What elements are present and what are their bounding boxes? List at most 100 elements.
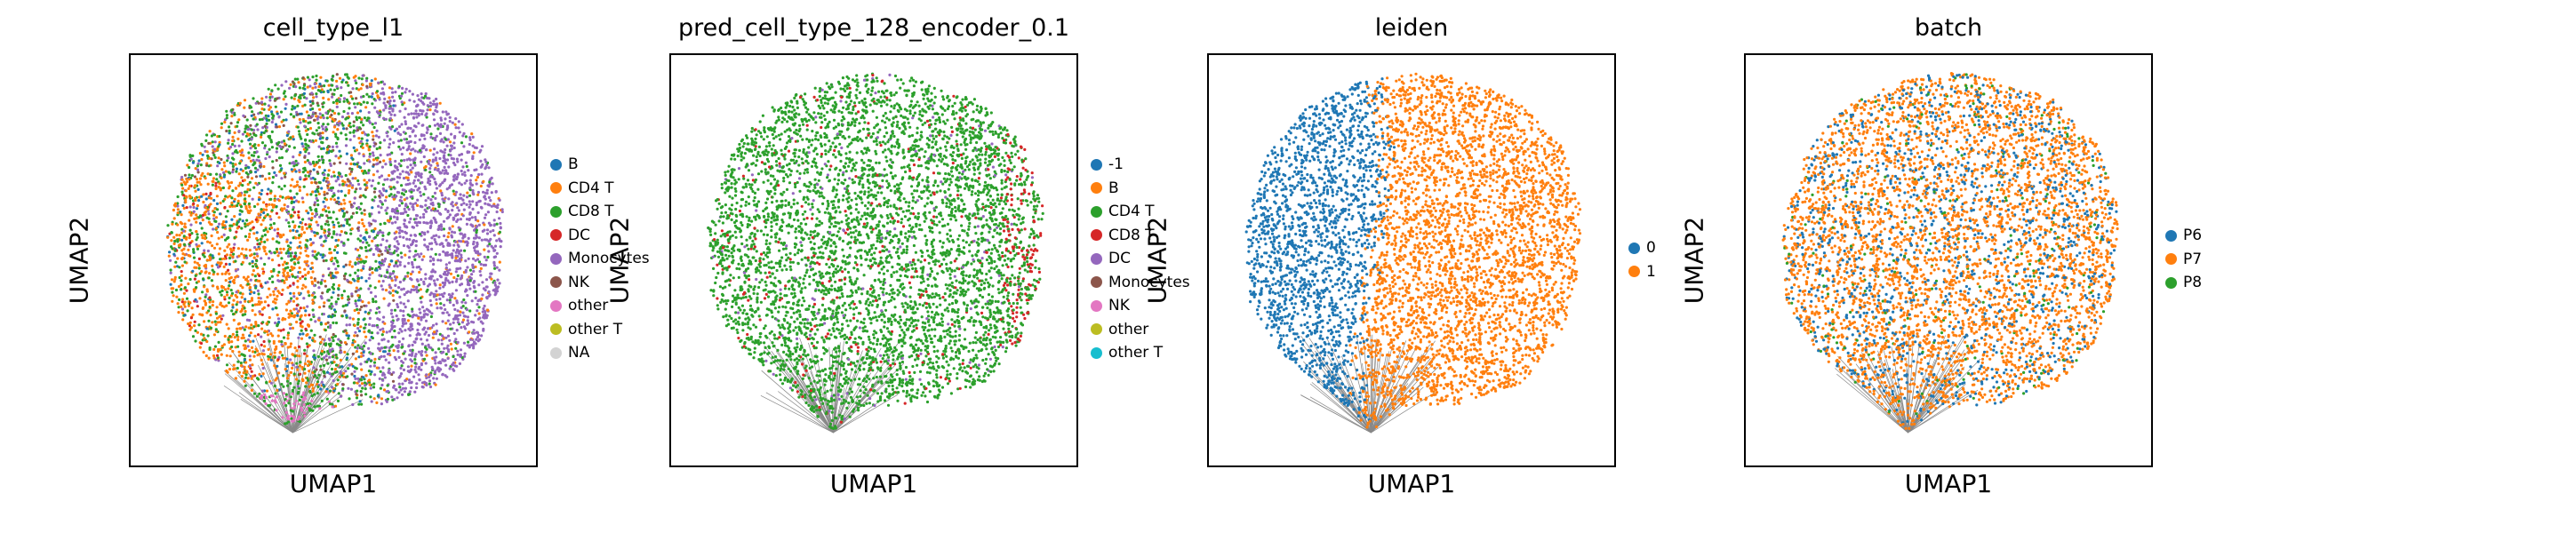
data-point — [240, 353, 244, 356]
data-point — [435, 97, 438, 101]
data-point — [353, 163, 357, 166]
data-point — [436, 209, 439, 213]
data-point — [230, 156, 235, 160]
data-point — [412, 188, 415, 192]
data-point — [430, 312, 434, 315]
data-point — [205, 288, 209, 291]
data-point — [457, 120, 460, 123]
data-point — [253, 350, 257, 354]
data-point — [211, 321, 214, 324]
data-point — [273, 228, 276, 232]
data-point — [306, 239, 309, 243]
data-point — [476, 193, 480, 196]
data-point — [345, 183, 348, 187]
data-point — [175, 295, 179, 298]
data-point — [406, 290, 410, 293]
data-point — [194, 298, 197, 301]
data-point — [193, 185, 196, 188]
data-point — [398, 386, 402, 389]
data-point — [440, 227, 444, 232]
data-point — [224, 279, 228, 282]
data-point — [421, 146, 426, 150]
data-point — [264, 156, 268, 161]
data-point — [282, 123, 285, 127]
data-point — [332, 389, 336, 393]
data-point — [356, 258, 359, 261]
data-point — [421, 386, 425, 389]
data-point — [354, 190, 357, 194]
data-point — [240, 210, 244, 213]
data-point — [244, 339, 247, 343]
data-point — [268, 99, 272, 102]
data-point — [350, 294, 354, 298]
data-point — [358, 384, 362, 387]
data-point — [266, 295, 269, 299]
data-point — [451, 201, 454, 204]
data-point — [308, 84, 312, 88]
data-point — [401, 382, 404, 386]
data-point — [308, 385, 311, 388]
data-point — [383, 178, 387, 181]
data-point — [392, 384, 396, 387]
data-point — [263, 250, 267, 253]
data-point — [496, 203, 500, 207]
data-point — [313, 339, 316, 343]
data-point — [251, 265, 255, 268]
graph-edge — [223, 385, 293, 434]
data-point — [239, 291, 243, 295]
data-point — [282, 139, 286, 143]
data-point — [455, 277, 459, 281]
data-point — [257, 212, 260, 216]
data-point — [474, 296, 477, 300]
data-point — [222, 305, 226, 308]
data-point — [420, 160, 423, 163]
data-point — [483, 316, 486, 320]
data-point — [273, 351, 276, 354]
data-point — [201, 213, 204, 217]
data-point — [294, 170, 298, 173]
data-point — [304, 129, 308, 132]
data-point — [418, 322, 421, 326]
data-point — [292, 386, 296, 389]
data-point — [287, 420, 291, 424]
data-point — [454, 190, 458, 194]
data-point — [332, 223, 336, 227]
data-point — [234, 346, 237, 349]
data-point — [323, 84, 326, 88]
data-point — [475, 146, 478, 150]
data-point — [330, 188, 333, 193]
data-point — [287, 300, 291, 304]
data-point — [400, 199, 404, 203]
data-point — [315, 129, 318, 132]
data-point — [366, 171, 370, 175]
data-point — [250, 370, 253, 373]
data-point — [246, 377, 250, 380]
data-point — [272, 339, 276, 343]
data-point — [248, 249, 252, 252]
data-point — [283, 260, 286, 264]
data-point — [456, 274, 460, 277]
data-point — [194, 339, 197, 343]
data-point — [363, 169, 366, 173]
data-point — [355, 87, 358, 91]
data-point — [228, 368, 232, 371]
data-point — [435, 322, 438, 326]
data-point — [260, 208, 263, 211]
data-point — [307, 402, 310, 405]
data-point — [446, 334, 451, 338]
data-point — [364, 335, 368, 338]
data-point — [453, 134, 457, 139]
data-point — [351, 177, 355, 180]
data-point — [303, 395, 307, 400]
data-point — [289, 113, 292, 116]
data-point — [265, 380, 268, 384]
data-point — [344, 251, 348, 255]
data-point — [316, 185, 320, 188]
data-point — [320, 297, 324, 300]
data-point — [296, 285, 300, 289]
data-point — [199, 183, 203, 187]
data-point — [325, 214, 329, 218]
data-point — [396, 349, 400, 353]
data-point — [270, 399, 274, 402]
data-point — [390, 308, 394, 312]
